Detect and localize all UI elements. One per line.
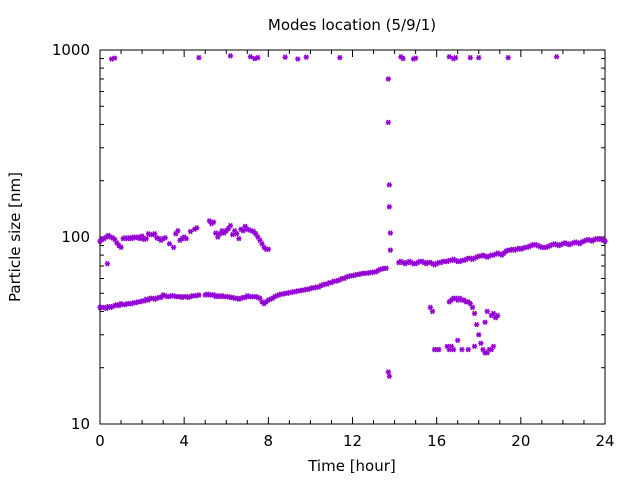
x-tick-label: 0 xyxy=(95,432,105,450)
data-point xyxy=(227,53,234,59)
data-point xyxy=(247,53,254,60)
x-axis-label: Time [hour] xyxy=(307,457,396,475)
data-point xyxy=(104,260,110,267)
data-point xyxy=(436,346,442,353)
data-point xyxy=(413,55,419,61)
data-point xyxy=(227,222,234,229)
data-point xyxy=(118,244,124,251)
data-point xyxy=(490,310,497,317)
data-point xyxy=(467,54,473,61)
data-point xyxy=(112,55,118,61)
data-point xyxy=(187,228,194,235)
data-point xyxy=(303,54,309,60)
data-point xyxy=(505,54,511,61)
data-point xyxy=(476,331,482,338)
data-point xyxy=(386,373,392,380)
data-point xyxy=(482,319,488,326)
data-point xyxy=(211,219,217,225)
data-point xyxy=(385,76,391,82)
data-point xyxy=(255,54,261,61)
data-point xyxy=(478,340,484,347)
data-point xyxy=(471,310,478,317)
data-point xyxy=(143,235,149,242)
data-point xyxy=(171,244,177,251)
data-point xyxy=(387,230,393,236)
data-point xyxy=(602,238,608,244)
plot-frame xyxy=(99,49,606,425)
data-point xyxy=(476,54,482,61)
data-point xyxy=(386,204,392,210)
x-tick-label: 16 xyxy=(427,432,446,450)
data-point xyxy=(240,227,246,234)
y-tick-label: 1000 xyxy=(52,41,90,59)
data-point xyxy=(166,240,173,247)
y-tick-label: 10 xyxy=(71,415,90,433)
data-point xyxy=(446,53,452,60)
data-point xyxy=(236,235,242,242)
data-point xyxy=(490,343,497,350)
x-tick-label: 24 xyxy=(595,432,614,450)
data-point xyxy=(459,346,465,353)
data-point xyxy=(196,54,202,61)
data-point xyxy=(385,119,391,126)
data-point xyxy=(383,265,389,272)
data-point xyxy=(386,182,392,188)
y-axis-label: Particle size [nm] xyxy=(6,172,24,302)
data-point xyxy=(450,346,457,353)
data-point xyxy=(469,304,476,311)
data-point xyxy=(400,55,406,62)
data-point xyxy=(484,308,490,315)
data-point xyxy=(196,292,202,298)
data-point xyxy=(453,54,459,61)
y-tick-label: 100 xyxy=(61,228,90,246)
data-point xyxy=(183,235,189,242)
data-point xyxy=(194,225,200,231)
data-point xyxy=(265,246,271,253)
data-point xyxy=(495,312,501,319)
data-point xyxy=(427,304,433,311)
data-point xyxy=(175,227,181,234)
x-tick-label: 4 xyxy=(179,432,189,450)
data-point xyxy=(282,54,288,60)
x-tick-label: 8 xyxy=(264,432,274,450)
y-axis: 10 100 1000 xyxy=(52,41,605,433)
x-tick-label: 12 xyxy=(343,432,362,450)
x-axis: 0 4 8 12 16 20 24 xyxy=(95,50,615,450)
data-points xyxy=(97,53,608,380)
data-point xyxy=(474,321,480,328)
data-point xyxy=(337,54,343,61)
data-point xyxy=(162,235,168,241)
data-point xyxy=(385,369,391,375)
data-point xyxy=(471,343,478,350)
x-tick-label: 20 xyxy=(511,432,530,450)
data-point xyxy=(387,247,393,253)
data-point xyxy=(234,231,240,237)
data-point xyxy=(429,308,436,315)
data-point xyxy=(554,53,560,60)
chart-title: Modes location (5/9/1) xyxy=(268,16,436,34)
data-point xyxy=(152,231,158,237)
data-point xyxy=(295,56,301,62)
data-point xyxy=(465,346,471,353)
data-point xyxy=(455,337,461,344)
